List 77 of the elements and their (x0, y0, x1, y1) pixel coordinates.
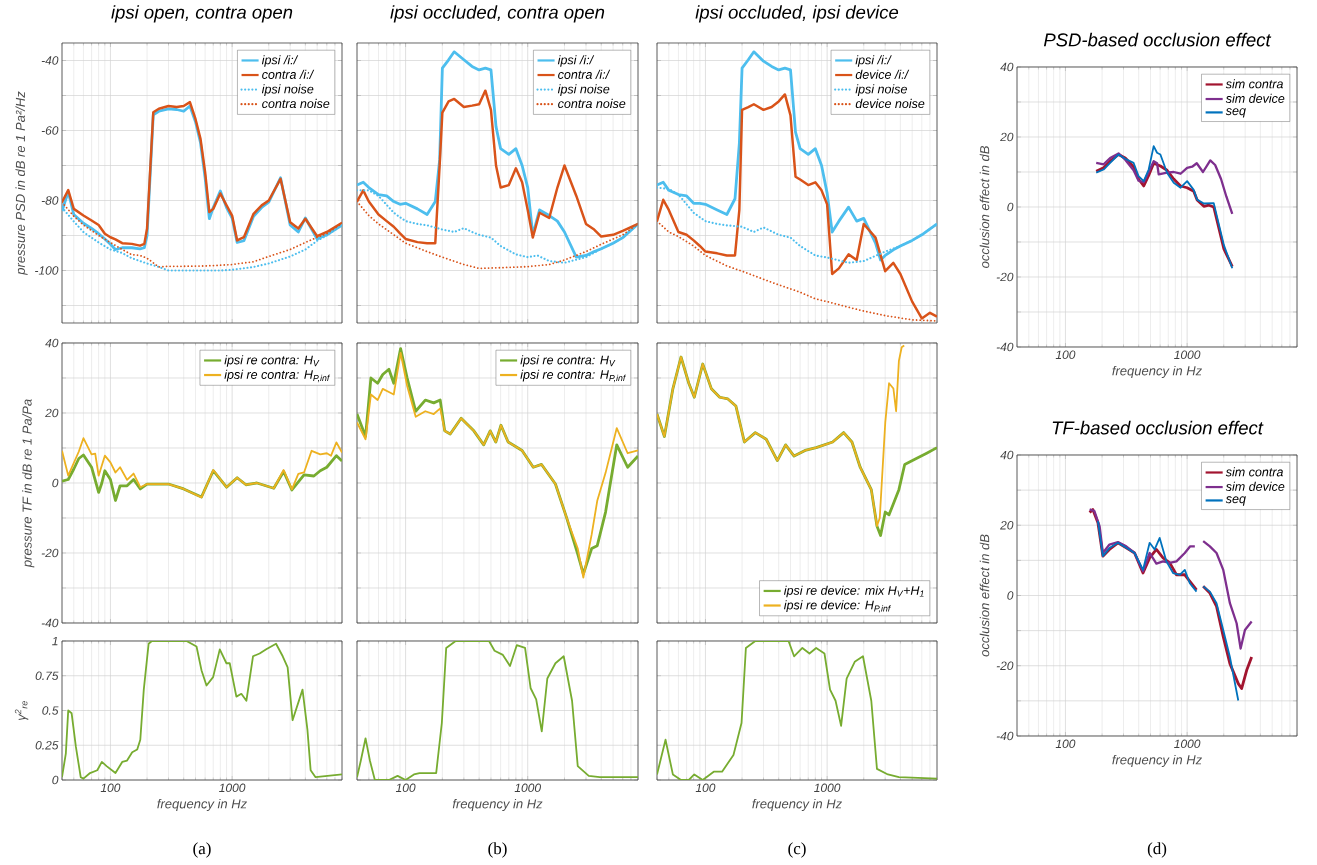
text: (b) (488, 842, 507, 858)
chart-title: ipsi open, contra open (111, 5, 293, 23)
x-tick-label: 1000 (1174, 739, 1201, 749)
y-tick-label: -60 (41, 126, 59, 135)
y-tick-label: 0.75 (35, 671, 59, 680)
chart-title: ipsi occluded, ipsi device (695, 5, 899, 23)
y-tick-label: 40 (1000, 62, 1014, 72)
legend-label: ipsi re contra: H$_{V}$ (224, 355, 320, 367)
y-tick-label: -40 (996, 731, 1014, 741)
y-axis-title: occlusion effect in dB (979, 534, 990, 657)
legend-label: sim device (1225, 93, 1285, 103)
text: (c) (788, 842, 806, 858)
legend-label: ipsi noise (855, 84, 907, 96)
y-tick-label: 20 (45, 408, 59, 418)
legend-label: contra /i:/ (262, 69, 315, 79)
y-tick-label: 40 (1000, 450, 1014, 460)
chart-title: TF-based occlusion effect (1052, 420, 1264, 435)
x-tick-label: 100 (1055, 739, 1076, 749)
y-tick-label: -100 (35, 266, 59, 275)
legend-label: ipsi re contra: H$_{V}$ (520, 355, 616, 367)
y-tick-label: 0 (1007, 591, 1014, 600)
y-axis-title: pressure PSD in dB re 1 Pa²/Hz (15, 91, 28, 276)
x-tick-label: 1000 (814, 783, 841, 793)
y-tick-label: -20 (996, 272, 1014, 282)
legend-label: sim contra (1225, 467, 1283, 477)
y-tick-label: 20 (1000, 132, 1014, 142)
legend-label: sim device (1225, 481, 1285, 491)
legend-label: seq (1225, 496, 1246, 506)
x-tick-label: 100 (100, 783, 121, 793)
legend-label: ipsi /i:/ (557, 55, 595, 67)
y-tick-label: 40 (45, 338, 59, 348)
y-tick-label: -80 (41, 196, 59, 205)
y-axis-title: occlusion effect in dB (979, 146, 990, 268)
chart-title: PSD-based occlusion effect (1043, 32, 1272, 47)
y-tick-label: -20 (41, 548, 59, 558)
legend-label: device noise (855, 98, 925, 109)
y-tick-label: -20 (996, 661, 1014, 670)
y-tick-label: -40 (41, 618, 59, 628)
legend-label: sim contra (1225, 79, 1283, 89)
legend-label: seq (1225, 108, 1246, 118)
legend-label: device /i:/ (855, 69, 910, 79)
x-tick-label: 100 (695, 783, 716, 793)
chart-title: ipsi occluded, contra open (390, 5, 605, 23)
x-axis-title: frequency in Hz (752, 798, 842, 812)
x-tick-label: 100 (1055, 350, 1076, 360)
legend-label: ipsi re contra: H$_{P,inf}$ (520, 369, 627, 383)
y-axis-title: γ$^{2}$re (14, 701, 29, 721)
text: (a) (193, 842, 211, 858)
y-tick-label: 0 (1007, 202, 1014, 212)
y-tick-label: -40 (41, 56, 59, 65)
legend-label: ipsi noise (557, 84, 610, 96)
x-tick-label: 1000 (514, 783, 541, 793)
x-tick-label: 1000 (1174, 350, 1201, 360)
x-axis-title: frequency in Hz (452, 798, 543, 812)
y-tick-label: 0 (52, 478, 59, 488)
y-tick-label: 0 (52, 775, 59, 785)
y-tick-label: -40 (996, 342, 1014, 352)
legend-label: ipsi re contra: H$_{P,inf}$ (224, 369, 331, 383)
legend-label: ipsi /i:/ (261, 55, 299, 67)
x-axis-title: frequency in Hz (1112, 365, 1202, 378)
x-tick-label: 1000 (219, 783, 246, 793)
x-axis-title: frequency in Hz (157, 798, 247, 812)
legend-label: ipsi noise (261, 84, 314, 96)
y-tick-label: 0.5 (42, 706, 59, 715)
legend-label: ipsi re device: mix H$_{V}$+H$_{1}$ (783, 585, 924, 598)
legend-label: ipsi /i:/ (855, 55, 892, 67)
x-axis-title: frequency in Hz (1112, 754, 1202, 768)
legend-label: contra noise (558, 98, 626, 109)
y-axis-title: pressure TF in dB re 1 Pa/Pa (22, 399, 35, 568)
text: (d) (1147, 842, 1167, 858)
legend-label: contra /i:/ (558, 69, 611, 79)
y-tick-label: 20 (1000, 521, 1014, 530)
x-tick-label: 100 (395, 783, 416, 793)
legend-label: contra noise (262, 98, 330, 109)
legend-label: ipsi re device: H$_{P,inf}$ (783, 600, 892, 613)
y-tick-label: 0.25 (35, 741, 59, 750)
y-tick-label: 1 (52, 636, 58, 646)
